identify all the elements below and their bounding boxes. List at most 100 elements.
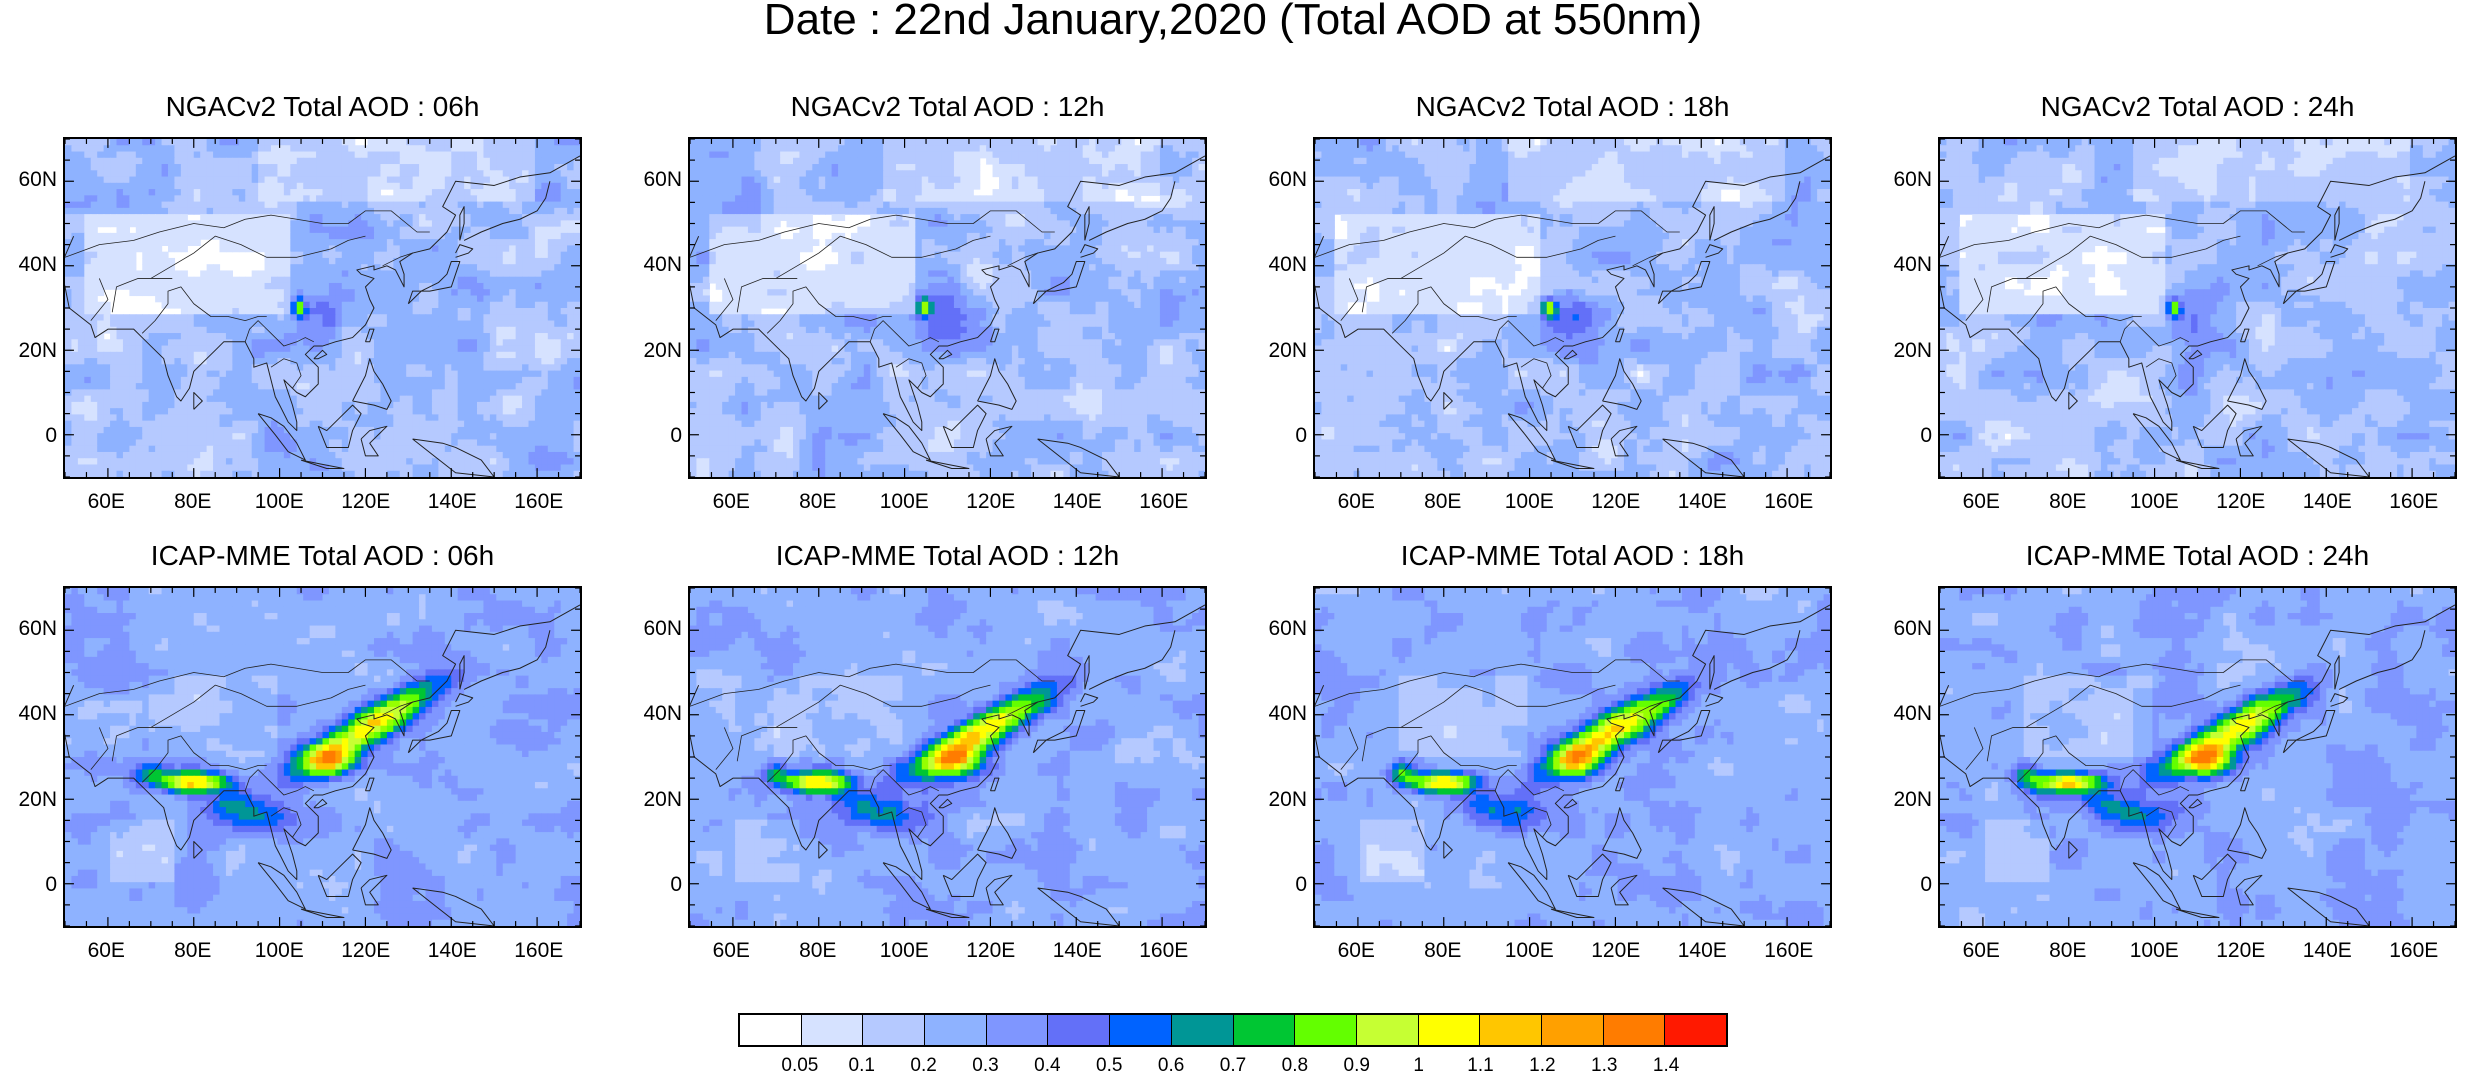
panel-title: ICAP-MME Total AOD : 06h xyxy=(3,541,643,571)
aod-map xyxy=(63,137,582,479)
panel-title: ICAP-MME Total AOD : 18h xyxy=(1253,541,1893,571)
colorbar-label: 1.2 xyxy=(1512,1056,1572,1076)
colorbar-box xyxy=(1542,1015,1604,1045)
colorbar-label: 0.3 xyxy=(956,1056,1016,1076)
colorbar-box xyxy=(802,1015,864,1045)
lon-tick-label: 140E xyxy=(417,940,487,962)
colorbar-label: 0.1 xyxy=(832,1056,892,1076)
colorbar-box xyxy=(863,1015,925,1045)
panel-title: NGACv2 Total AOD : 18h xyxy=(1253,92,1893,122)
panel-title: NGACv2 Total AOD : 12h xyxy=(628,92,1268,122)
lat-tick-label: 40N xyxy=(1247,254,1307,276)
colorbar-label: 1.1 xyxy=(1451,1056,1511,1076)
colorbar-box xyxy=(925,1015,987,1045)
lon-tick-label: 140E xyxy=(417,491,487,513)
lon-tick-label: 100E xyxy=(869,940,939,962)
lat-tick-label: 0 xyxy=(0,874,57,896)
lon-tick-label: 100E xyxy=(244,940,314,962)
lon-tick-label: 80E xyxy=(2033,940,2103,962)
lon-tick-label: 60E xyxy=(1321,940,1391,962)
lat-tick-label: 60N xyxy=(0,618,57,640)
lon-tick-label: 100E xyxy=(2119,491,2189,513)
lon-tick-label: 160E xyxy=(2379,940,2449,962)
colorbar-label: 0.5 xyxy=(1079,1056,1139,1076)
lat-tick-label: 40N xyxy=(622,254,682,276)
lon-tick-label: 100E xyxy=(1494,491,1564,513)
lon-tick-label: 160E xyxy=(2379,491,2449,513)
lon-tick-label: 120E xyxy=(956,491,1026,513)
lon-tick-label: 120E xyxy=(2206,491,2276,513)
colorbar-label: 1.4 xyxy=(1636,1056,1696,1076)
lat-tick-label: 20N xyxy=(1247,789,1307,811)
lat-tick-label: 0 xyxy=(0,425,57,447)
lat-tick-label: 0 xyxy=(1247,874,1307,896)
aod-field xyxy=(1315,588,1830,926)
colorbar-label: 1.3 xyxy=(1574,1056,1634,1076)
aod-map xyxy=(1938,137,2457,479)
lon-tick-label: 100E xyxy=(244,491,314,513)
lat-tick-label: 40N xyxy=(1247,703,1307,725)
lon-tick-label: 120E xyxy=(1581,940,1651,962)
lon-tick-label: 80E xyxy=(1408,491,1478,513)
lon-tick-label: 160E xyxy=(1754,491,1824,513)
aod-map xyxy=(63,586,582,928)
aod-map xyxy=(688,137,1207,479)
lon-tick-label: 140E xyxy=(2292,940,2362,962)
colorbar-box xyxy=(1480,1015,1542,1045)
lat-tick-label: 60N xyxy=(1247,169,1307,191)
lat-tick-label: 20N xyxy=(622,340,682,362)
aod-map xyxy=(1938,586,2457,928)
colorbar-label: 0.8 xyxy=(1265,1056,1325,1076)
colorbar-box xyxy=(1357,1015,1419,1045)
aod-field xyxy=(65,588,580,926)
aod-field xyxy=(65,139,580,477)
lat-tick-label: 0 xyxy=(1247,425,1307,447)
colorbar-label: 0.9 xyxy=(1327,1056,1387,1076)
aod-field xyxy=(1315,139,1830,477)
lon-tick-label: 80E xyxy=(1408,940,1478,962)
lat-tick-label: 20N xyxy=(1247,340,1307,362)
lon-tick-label: 60E xyxy=(1321,491,1391,513)
aod-map xyxy=(1313,586,1832,928)
colorbar-label: 0.05 xyxy=(770,1056,830,1076)
lon-tick-label: 140E xyxy=(1042,491,1112,513)
lon-tick-label: 80E xyxy=(2033,491,2103,513)
aod-field xyxy=(1940,588,2455,926)
aod-map xyxy=(688,586,1207,928)
panel-title: NGACv2 Total AOD : 24h xyxy=(1878,92,2466,122)
lat-tick-label: 0 xyxy=(1872,874,1932,896)
lon-tick-label: 80E xyxy=(783,491,853,513)
lon-tick-label: 80E xyxy=(783,940,853,962)
lon-tick-label: 60E xyxy=(71,491,141,513)
lon-tick-label: 60E xyxy=(1946,940,2016,962)
colorbar-box xyxy=(1419,1015,1481,1045)
colorbar-box xyxy=(740,1015,802,1045)
aod-colorbar xyxy=(738,1013,1728,1047)
colorbar-box xyxy=(1295,1015,1357,1045)
lat-tick-label: 20N xyxy=(1872,340,1932,362)
lat-tick-label: 20N xyxy=(1872,789,1932,811)
aod-field xyxy=(690,139,1205,477)
lon-tick-label: 140E xyxy=(1667,491,1737,513)
lon-tick-label: 160E xyxy=(1754,940,1824,962)
lat-tick-label: 60N xyxy=(622,618,682,640)
lat-tick-label: 60N xyxy=(1247,618,1307,640)
lon-tick-label: 100E xyxy=(869,491,939,513)
lat-tick-label: 60N xyxy=(1872,169,1932,191)
lon-tick-label: 120E xyxy=(956,940,1026,962)
colorbar-label: 0.7 xyxy=(1203,1056,1263,1076)
colorbar-label: 0.4 xyxy=(1017,1056,1077,1076)
lat-tick-label: 20N xyxy=(0,340,57,362)
colorbar-box xyxy=(1665,1015,1726,1045)
lon-tick-label: 60E xyxy=(696,491,766,513)
colorbar-box xyxy=(1172,1015,1234,1045)
lat-tick-label: 40N xyxy=(1872,254,1932,276)
lat-tick-label: 20N xyxy=(622,789,682,811)
lat-tick-label: 60N xyxy=(622,169,682,191)
colorbar-box xyxy=(1234,1015,1296,1045)
lon-tick-label: 60E xyxy=(696,940,766,962)
colorbar-box xyxy=(987,1015,1049,1045)
lon-tick-label: 160E xyxy=(1129,940,1199,962)
lon-tick-label: 120E xyxy=(331,491,401,513)
lon-tick-label: 140E xyxy=(2292,491,2362,513)
